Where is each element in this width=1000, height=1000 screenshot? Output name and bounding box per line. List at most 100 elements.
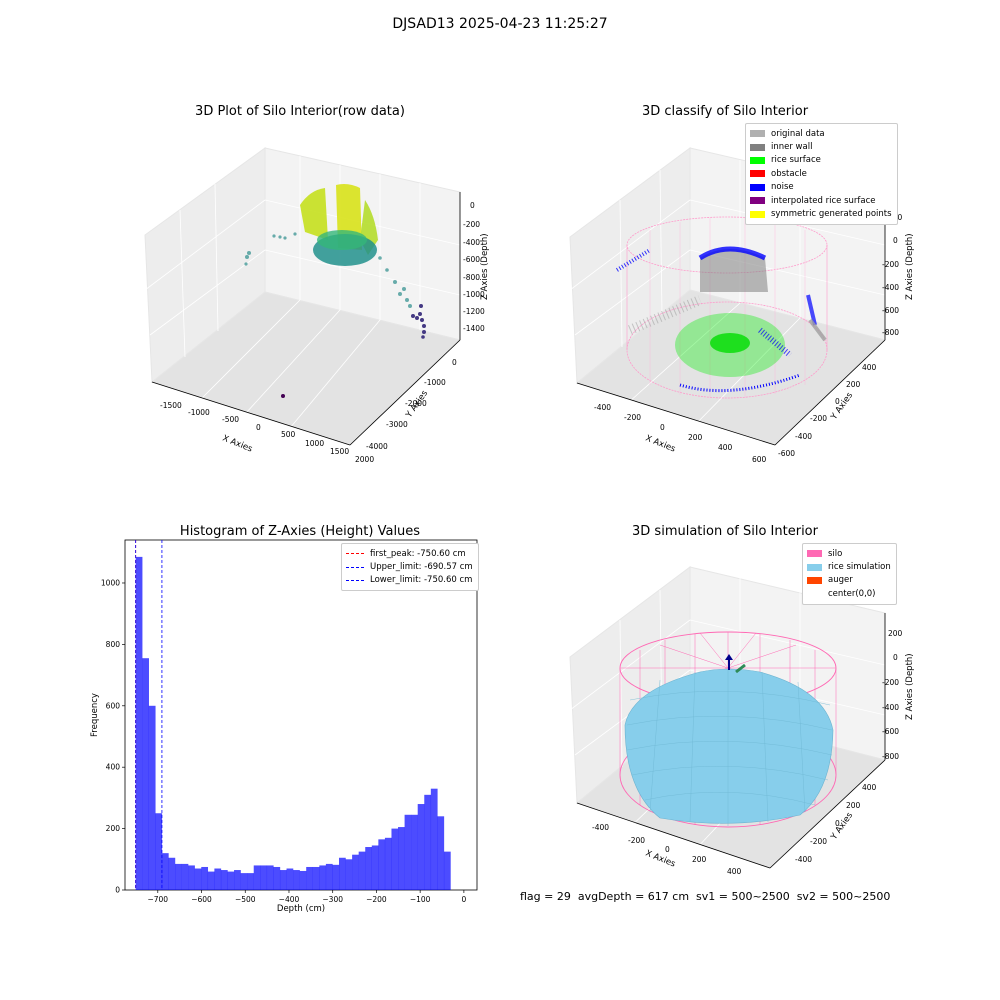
auger-marker (735, 663, 746, 674)
histogram-bar (306, 866, 313, 890)
svg-text:Y Axies: Y Axies (829, 390, 856, 422)
svg-text:-400: -400 (882, 703, 899, 712)
svg-text:Z Axies (Depth): Z Axies (Depth) (905, 653, 915, 720)
histogram-bar (181, 863, 189, 890)
panel1-title: 3D Plot of Silo Interior(row data) (195, 104, 405, 119)
histogram-bar (378, 839, 386, 890)
panel4-rice-surface (624, 654, 834, 826)
svg-text:0: 0 (452, 358, 457, 367)
svg-text:600: 600 (752, 455, 767, 464)
svg-text:-1000: -1000 (424, 378, 446, 387)
histogram-bar (142, 658, 149, 890)
histogram-ytick-label: 1000 (101, 578, 120, 587)
histogram-xtick-label: −700 (147, 895, 168, 904)
svg-text:400: 400 (727, 867, 742, 876)
histogram-marker-lines (135, 540, 163, 890)
panel1-yticks: 0 -1000 -2000 -3000 -4000 (366, 358, 457, 451)
histogram-xtick-label: −400 (279, 895, 300, 904)
histogram-bar (155, 813, 163, 890)
legend-silo: silo (807, 547, 891, 560)
histogram-bar (273, 866, 281, 890)
legend-first-peak: first_peak: -750.60 cm (346, 547, 473, 560)
panel4-title: 3D simulation of Silo Interior (632, 524, 818, 539)
svg-text:200: 200 (846, 801, 861, 810)
histogram-bar (293, 870, 300, 890)
histogram-bar (188, 865, 195, 890)
histogram-bar (424, 794, 432, 890)
panel2-point-cloud (615, 216, 828, 399)
histogram-legend: first_peak: -750.60 cm Upper_limit: -690… (341, 543, 479, 592)
svg-text:-500: -500 (222, 415, 239, 424)
svg-text:0: 0 (893, 653, 898, 662)
histogram-bar (391, 828, 399, 890)
histogram-xtick-label: 0 (461, 895, 466, 904)
svg-text:-400: -400 (795, 855, 812, 864)
histogram-bar (148, 705, 156, 890)
histogram-bar (266, 865, 274, 890)
svg-text:-800: -800 (463, 273, 480, 282)
legend-original-data: original data (750, 127, 892, 140)
histogram-xlabel: Depth (cm) (277, 904, 325, 914)
svg-text:-400: -400 (594, 403, 611, 412)
histogram-bar (384, 837, 392, 890)
histogram-bar (260, 865, 268, 890)
svg-text:X Axies: X Axies (644, 434, 677, 455)
histogram-bar (430, 788, 438, 890)
svg-text:0: 0 (256, 423, 261, 432)
legend-noise: noise (750, 181, 892, 194)
histogram-bar (325, 863, 333, 890)
histogram-xtick-label: −200 (366, 895, 387, 904)
histogram-yticks: 0 200 400 600 800 1000 (101, 578, 125, 895)
panel1-point-cloud (244, 184, 426, 398)
svg-text:-600: -600 (882, 306, 899, 315)
histogram-ytick-label: 600 (106, 701, 121, 710)
histogram-bar (411, 814, 418, 890)
svg-text:-2000: -2000 (405, 399, 427, 408)
histogram-bar (345, 859, 353, 890)
legend-auger: auger (807, 574, 891, 587)
svg-text:200: 200 (688, 433, 703, 442)
histogram-bar (299, 870, 307, 890)
svg-text:400: 400 (862, 783, 877, 792)
svg-text:-200: -200 (810, 837, 827, 846)
svg-text:0: 0 (665, 845, 670, 854)
histogram-ytick-label: 200 (106, 824, 121, 833)
histogram-bar (220, 870, 228, 890)
histogram-bar (312, 866, 320, 890)
svg-text:-600: -600 (882, 727, 899, 736)
legend-rice-simulation: rice simulation (807, 560, 891, 573)
histogram-bar (338, 857, 346, 890)
histogram-bar (371, 845, 379, 890)
histogram-bars (135, 556, 451, 890)
histogram-bar (398, 827, 405, 890)
histogram-xtick-label: −500 (235, 895, 256, 904)
svg-text:-1000: -1000 (188, 408, 210, 417)
legend-upper-limit: Upper_limit: -690.57 cm (346, 560, 473, 573)
svg-text:-400: -400 (795, 432, 812, 441)
svg-text:-600: -600 (778, 449, 795, 458)
svg-text:400: 400 (718, 443, 733, 452)
legend-interpolated: interpolated rice surface (750, 194, 892, 207)
svg-text:-1400: -1400 (463, 324, 485, 333)
histogram-ytick-label: 0 (115, 886, 120, 895)
svg-text:-200: -200 (463, 220, 480, 229)
svg-text:-200: -200 (810, 414, 827, 423)
histogram-bar (201, 866, 209, 890)
histogram-bar (135, 556, 143, 890)
svg-text:-400: -400 (882, 283, 899, 292)
histogram-bar (352, 854, 359, 890)
histogram-bar (404, 814, 412, 890)
svg-text:200: 200 (692, 855, 707, 864)
svg-text:0: 0 (660, 423, 665, 432)
svg-text:Y Axies: Y Axies (829, 810, 856, 842)
panel1-xlabel: X Axies (221, 434, 254, 455)
panel1-zticks: 0 -200 -400 -600 -800 -1000 -1200 -1400 (463, 201, 485, 333)
legend-lower-limit: Lower_limit: -750.60 cm (346, 574, 473, 587)
svg-text:-3000: -3000 (386, 420, 408, 429)
svg-text:-4000: -4000 (366, 442, 388, 451)
legend-obstacle: obstacle (750, 167, 892, 180)
histogram-bar (332, 864, 340, 890)
